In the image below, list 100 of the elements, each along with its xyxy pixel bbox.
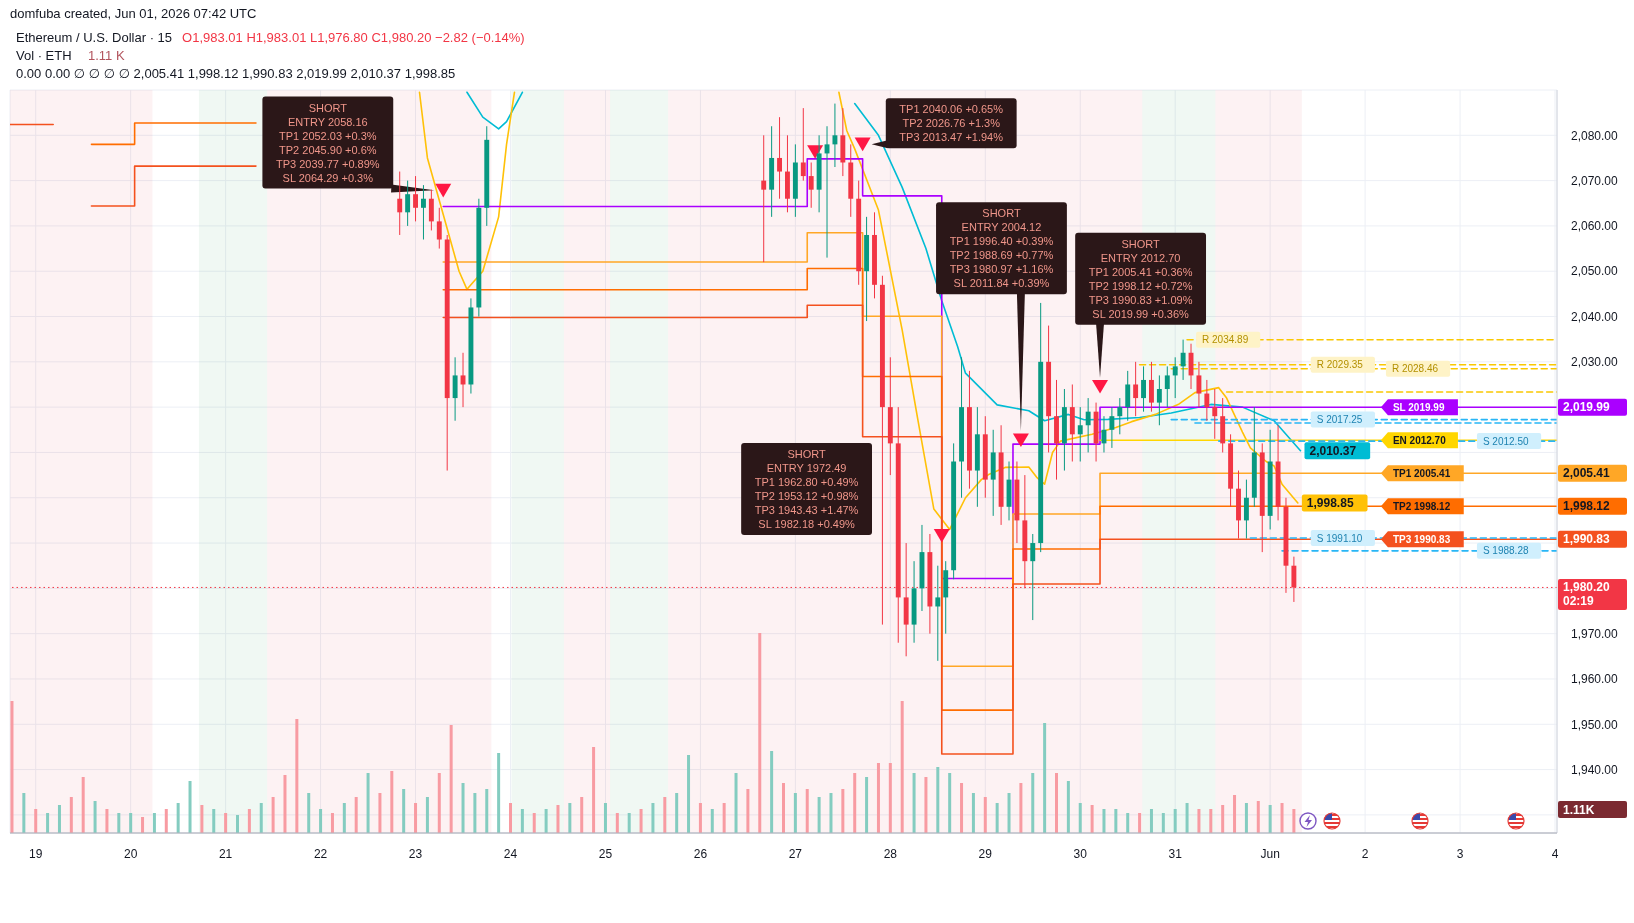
bar: [888, 763, 892, 833]
bar: [746, 789, 750, 833]
text: 1.11K: [1563, 802, 1595, 817]
bar: [378, 793, 382, 833]
bar: [805, 789, 809, 833]
bar: [247, 809, 251, 833]
bar: [354, 797, 358, 833]
chart-title: Ethereum / U.S. Dollar · 15: [16, 30, 173, 45]
candlestick: [405, 180, 411, 227]
x-tick-label: 29: [978, 846, 993, 861]
bar: [1031, 773, 1035, 833]
x-tick-label: 24: [503, 846, 518, 861]
bar: [34, 809, 38, 833]
bar: [176, 803, 180, 833]
candlestick: [1117, 397, 1123, 435]
bar: [865, 777, 869, 833]
bar: [1138, 813, 1142, 833]
candlestick: [421, 184, 426, 241]
text: O1,983.01 H1,983.01 L1,976.80 C1,980.20 −2.82 (−0.14%): [182, 30, 525, 45]
bar: [1197, 809, 1201, 833]
bar: [461, 783, 465, 833]
bar: [69, 797, 73, 833]
data-label: TP3 1990.83: [1392, 533, 1451, 545]
bar: [307, 793, 311, 833]
bar: [580, 797, 584, 833]
bar: [473, 793, 477, 833]
data-label: 2,019.99: [1563, 400, 1611, 415]
y-tick-label: 2,030.00: [1571, 355, 1619, 370]
data-label: S 2012.50: [1482, 435, 1529, 447]
candlestick: [413, 175, 418, 222]
data-label: TP2 1998.12: [1392, 500, 1451, 512]
y-tick-label: 1,960.00: [1571, 672, 1619, 687]
bar: [1173, 809, 1177, 833]
bar: [639, 809, 643, 833]
annotation: SHORT ENTRY 2012.70 TP1 2005.41 +0.36% TP2 1998.12 +0.72% TP3 1990.83 +1.09% SL 2019.99 +0.36%: [1088, 237, 1193, 320]
bar: [271, 797, 275, 833]
bar: [592, 747, 596, 833]
x-tick-label: 3: [1456, 846, 1464, 861]
bar: [912, 773, 916, 833]
bar: [983, 797, 987, 833]
bar: [544, 809, 548, 833]
bar: [390, 771, 394, 833]
bar: [520, 809, 524, 833]
data-label: R 2029.35: [1316, 359, 1364, 371]
bar: [46, 813, 50, 833]
candlestick: [1030, 533, 1036, 621]
bar: [1066, 781, 1070, 833]
bar: [829, 793, 833, 833]
candlestick: [808, 161, 814, 209]
x-tick-label: 27: [788, 846, 803, 861]
x-tick-label: 23: [408, 846, 423, 861]
bar: [841, 789, 845, 833]
bar: [509, 803, 512, 833]
data-label: 1,998.12: [1563, 499, 1611, 514]
x-tick-label: 31: [1168, 846, 1183, 861]
bar: [1280, 803, 1284, 833]
bar: [485, 789, 489, 833]
y-tick-label: 2,040.00: [1571, 309, 1619, 324]
bar: [236, 815, 239, 833]
bar: [117, 813, 121, 833]
candlestick: [1109, 406, 1115, 449]
bar: [936, 767, 940, 833]
data-label: 1,990.83: [1563, 532, 1611, 547]
candlestick: [1149, 361, 1154, 413]
annotation: SHORT ENTRY 1972.49 TP1 1962.80 +0.49% TP2 1953.12 +0.98% TP3 1943.43 +1.47% SL 1982.18 +0.49%: [754, 448, 859, 530]
candlestick: [436, 207, 442, 250]
bar: [971, 793, 975, 833]
bar: [687, 755, 691, 833]
data-label: EN 2012.70: [1392, 434, 1447, 446]
bar: [366, 773, 370, 833]
bar: [402, 789, 406, 833]
text: domfuba created, Jun 01, 2026 07:42 UTC: [10, 6, 257, 21]
y-tick-label: 1,940.00: [1571, 762, 1619, 777]
bar: [853, 773, 857, 833]
bar: [663, 797, 667, 833]
data-label: R 2034.89: [1202, 334, 1249, 346]
bar: [615, 813, 619, 833]
bar: [1149, 809, 1153, 833]
x-tick-label: 2: [1361, 846, 1369, 861]
bar: [437, 773, 441, 833]
candlestick: [1164, 365, 1170, 408]
bar: [900, 701, 904, 833]
x-tick-label: 22: [313, 846, 328, 861]
bar: [960, 783, 964, 833]
bar: [449, 725, 453, 833]
bar: [627, 813, 631, 833]
bar: [710, 809, 714, 833]
bar: [425, 797, 429, 833]
bar: [1185, 803, 1189, 833]
x-tick-label: 20: [123, 846, 138, 861]
bar: [1268, 805, 1272, 833]
bar: [924, 777, 928, 833]
bar: [81, 777, 85, 833]
candlestick: [1156, 374, 1162, 426]
text: 1.11 K: [88, 48, 125, 63]
candlestick: [428, 189, 434, 231]
ref-line-label: 1,980.20 02:19: [1563, 580, 1611, 609]
bar: [532, 813, 536, 833]
data-label: 2,005.41: [1563, 466, 1611, 481]
bar: [948, 773, 952, 833]
